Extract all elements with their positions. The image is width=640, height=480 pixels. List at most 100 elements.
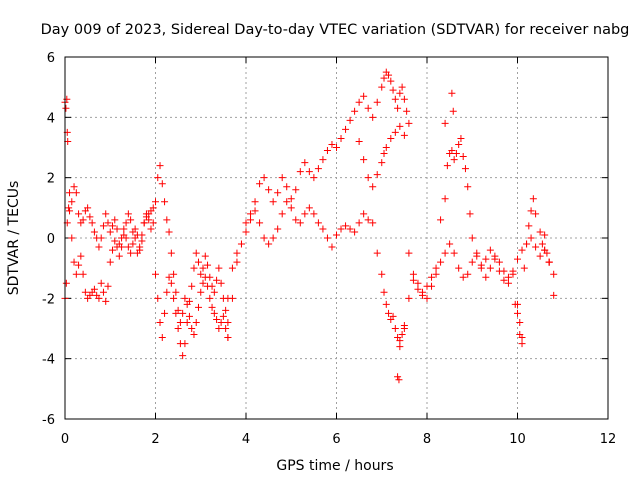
data-point: [111, 216, 119, 224]
data-point: [443, 162, 451, 170]
data-point: [373, 171, 381, 179]
data-point: [500, 276, 508, 284]
data-point: [217, 318, 225, 326]
data-point: [337, 225, 345, 233]
data-point: [188, 325, 196, 332]
data-point: [158, 334, 166, 342]
data-point: [550, 291, 558, 299]
x-tick-label: 2: [151, 432, 159, 447]
data-point: [301, 159, 309, 167]
data-point: [90, 228, 98, 236]
data-point: [380, 150, 388, 158]
series-track-B: [61, 98, 232, 360]
data-point: [523, 240, 531, 248]
data-point: [292, 186, 300, 194]
data-point: [391, 95, 399, 103]
data-point: [97, 279, 105, 287]
data-point: [355, 219, 363, 227]
data-point: [398, 331, 406, 339]
data-point: [452, 150, 460, 158]
data-point: [217, 279, 225, 287]
data-point: [70, 183, 78, 191]
data-point: [437, 216, 445, 224]
data-point: [504, 273, 512, 281]
series-track-C: [224, 68, 413, 342]
data-point: [409, 270, 417, 278]
data-point: [210, 309, 218, 317]
data-point: [127, 216, 135, 224]
data-point: [154, 294, 162, 302]
data-point: [161, 309, 169, 317]
data-point: [163, 216, 171, 224]
data-point: [278, 174, 286, 182]
data-point: [396, 337, 404, 345]
data-point: [432, 264, 440, 272]
data-point: [181, 294, 189, 302]
data-point: [378, 159, 386, 167]
data-point: [260, 234, 268, 242]
data-point: [194, 258, 202, 266]
data-point: [140, 219, 148, 227]
data-point: [219, 312, 227, 320]
data-point: [380, 288, 388, 296]
data-point: [448, 147, 456, 155]
data-point: [466, 210, 474, 218]
data-point: [233, 249, 241, 257]
y-tick-label: 2: [47, 172, 55, 187]
data-point: [165, 273, 173, 281]
data-point: [400, 325, 408, 332]
data-point: [464, 270, 472, 278]
data-point: [185, 312, 193, 320]
data-point: [66, 207, 74, 215]
data-point: [206, 294, 214, 302]
data-point: [95, 243, 103, 251]
data-point: [183, 318, 191, 326]
data-point: [170, 294, 178, 302]
data-point: [192, 249, 200, 257]
x-axis-label: GPS time / hours: [276, 458, 393, 474]
data-point: [190, 331, 198, 339]
data-point: [323, 147, 331, 155]
data-point: [441, 249, 449, 257]
data-point: [405, 119, 413, 127]
data-point: [206, 273, 214, 281]
data-point: [102, 297, 110, 305]
data-point: [86, 213, 94, 221]
data-point: [118, 243, 126, 251]
data-point: [260, 174, 268, 182]
data-point: [491, 255, 499, 263]
data-point: [351, 228, 359, 236]
data-point: [382, 144, 390, 151]
data-points: [61, 68, 558, 384]
data-point: [72, 189, 80, 197]
data-point: [115, 252, 123, 260]
data-point: [364, 216, 372, 224]
data-point: [109, 246, 117, 254]
data-point: [68, 234, 76, 242]
data-point: [274, 189, 282, 197]
data-point: [369, 113, 377, 121]
data-point: [391, 325, 399, 332]
data-point: [106, 258, 114, 266]
data-point: [213, 315, 221, 323]
data-point: [210, 288, 218, 296]
y-tick-label: 6: [47, 51, 55, 66]
data-point: [75, 210, 83, 218]
data-point: [409, 276, 417, 284]
data-point: [296, 219, 304, 227]
data-point: [355, 98, 363, 106]
data-point: [145, 216, 153, 224]
data-point: [468, 234, 476, 242]
data-point: [511, 300, 519, 308]
data-point: [387, 77, 395, 85]
data-point: [215, 325, 223, 332]
data-point: [428, 273, 436, 281]
data-point: [149, 204, 157, 212]
data-point: [518, 246, 526, 254]
data-point: [504, 279, 512, 287]
data-point: [156, 318, 164, 326]
data-point: [215, 264, 223, 272]
data-point: [99, 288, 107, 296]
data-point: [305, 204, 313, 212]
data-point: [455, 264, 463, 272]
